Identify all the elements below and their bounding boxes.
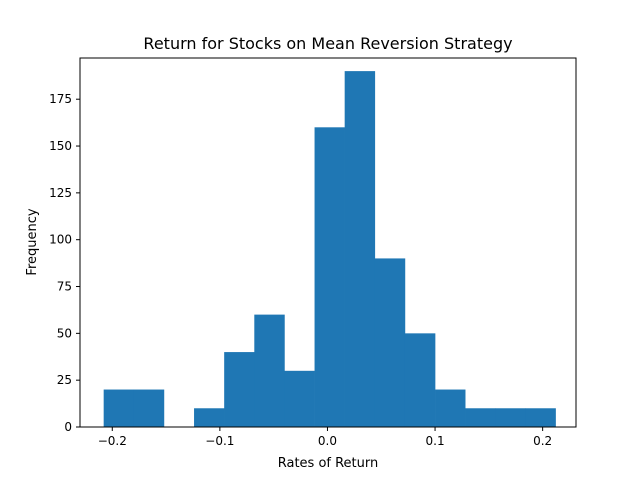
y-tick-label: 0: [64, 420, 72, 434]
x-tick-label: −0.1: [205, 434, 234, 448]
histogram-bar: [525, 408, 556, 427]
histogram-bar: [404, 333, 436, 427]
x-tick-label: 0.1: [426, 434, 445, 448]
chart-title: Return for Stocks on Mean Reversion Stra…: [143, 34, 512, 53]
x-axis-label: Rates of Return: [278, 456, 379, 471]
y-tick-label: 75: [57, 280, 72, 294]
y-tick-label: 25: [57, 373, 72, 387]
histogram-bar: [314, 127, 345, 427]
y-tick-label: 125: [49, 186, 72, 200]
histogram-bar: [103, 389, 135, 427]
histogram-bar: [435, 389, 466, 427]
y-tick-label: 150: [49, 139, 72, 153]
histogram-bar: [133, 389, 165, 427]
histogram-bar: [374, 258, 406, 427]
plot-frame: [79, 57, 577, 428]
y-axis-ticks: 0 25 50 75 100 125 150 175: [49, 92, 80, 434]
x-axis-ticks: −0.2 −0.1 0.0 0.1 0.2: [98, 427, 552, 448]
x-tick-label: 0.0: [318, 434, 337, 448]
histogram-bar: [254, 314, 285, 427]
y-tick-label: 100: [49, 233, 72, 247]
x-tick-label: −0.2: [98, 434, 127, 448]
histogram-bar: [224, 352, 255, 427]
histogram-bar: [465, 408, 496, 427]
x-tick-label: 0.2: [533, 434, 552, 448]
bars-group: [103, 71, 556, 428]
y-axis-label: Frequency: [25, 208, 40, 275]
histogram-bar: [284, 370, 315, 427]
histogram-bar: [344, 71, 376, 428]
y-tick-label: 175: [49, 92, 72, 106]
histogram-bar: [194, 408, 225, 427]
y-tick-label: 50: [57, 326, 72, 340]
histogram-bar: [495, 408, 526, 427]
